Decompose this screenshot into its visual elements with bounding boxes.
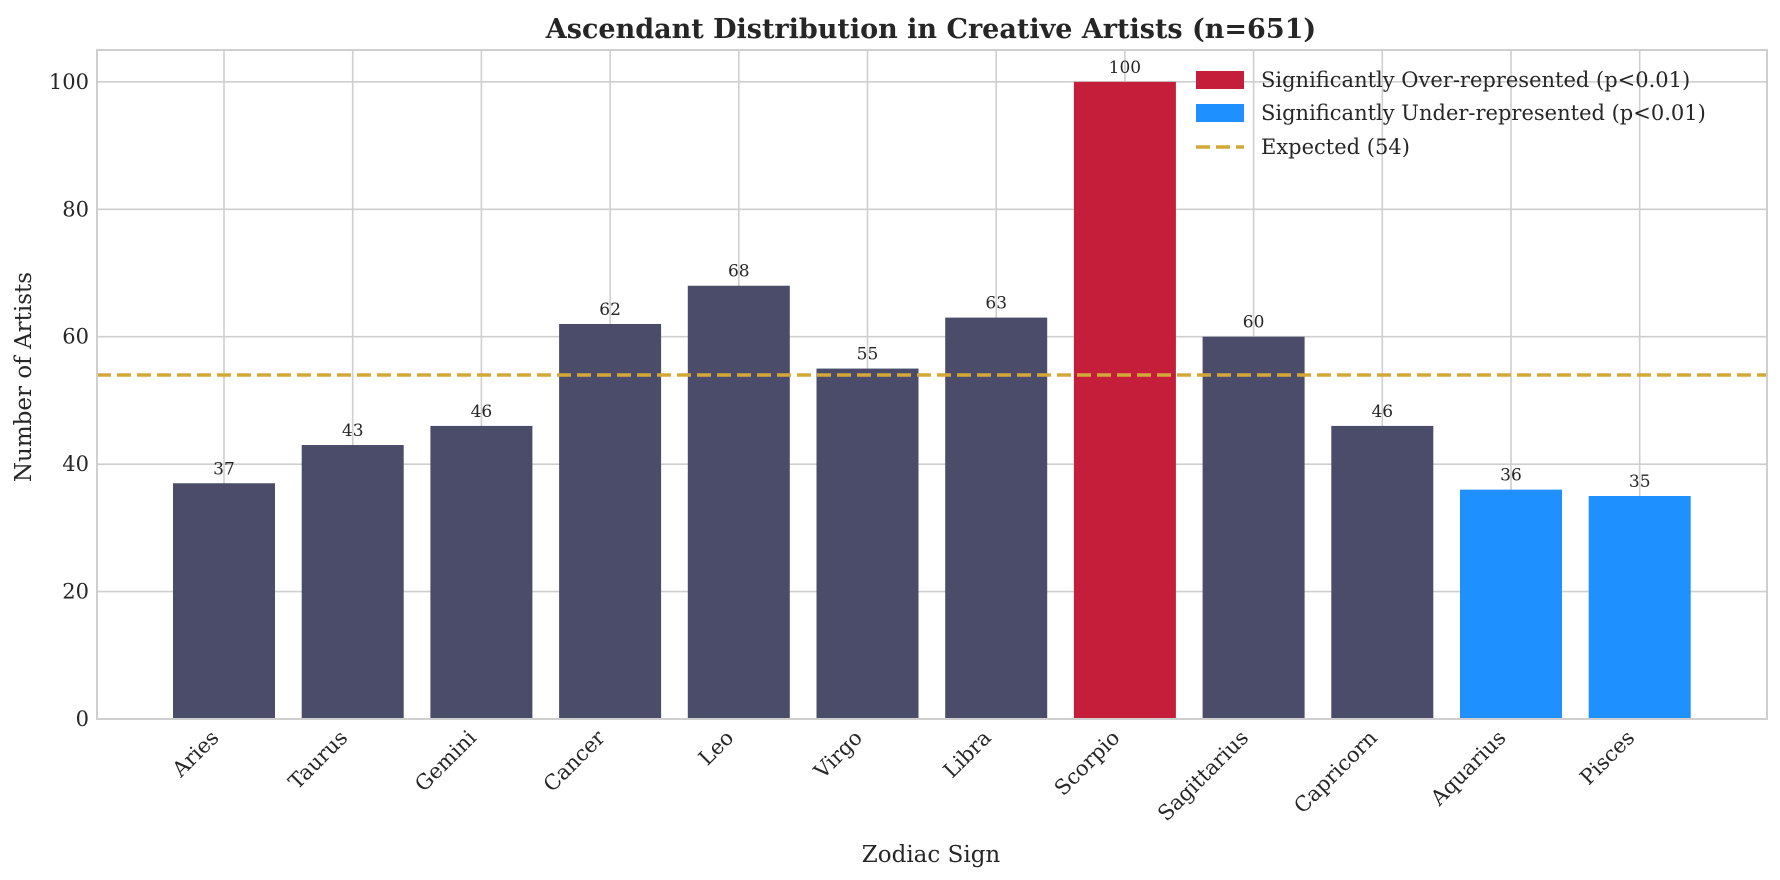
- bar-value-label: 100: [1109, 58, 1141, 78]
- bar-value-label: 62: [599, 300, 621, 320]
- bar-gemini: [430, 425, 533, 719]
- y-axis-ticks: 0 20 40 60 80 100: [49, 70, 89, 731]
- legend-swatch: [1196, 104, 1244, 122]
- x-tick-label: Sagittarius: [1153, 726, 1253, 826]
- y-tick-label: 0: [76, 707, 89, 731]
- bar-value-label: 55: [857, 345, 879, 365]
- bar-value-label: 63: [985, 294, 1007, 314]
- legend-swatch: [1196, 71, 1244, 89]
- x-tick-label: Leo: [694, 726, 739, 771]
- bar-value-label: 46: [1371, 402, 1393, 422]
- bar-cancer: [559, 323, 662, 719]
- plot-frame: [96, 49, 1768, 720]
- bar-value-label: 43: [342, 421, 364, 441]
- y-tick-label: 20: [62, 580, 89, 604]
- x-axis-ticks: Aries Taurus Gemini Cancer Leo Virgo Libra Scor…: [167, 725, 1639, 826]
- legend: Significantly Over-represented (p<0.01) S…: [1196, 68, 1706, 159]
- bar-value-label: 36: [1500, 466, 1522, 486]
- bar-value-label: 35: [1629, 472, 1651, 492]
- bar-value-label: 46: [471, 402, 493, 422]
- x-tick-label: Gemini: [410, 725, 481, 796]
- x-tick-label: Aries: [167, 726, 224, 783]
- x-tick-label: Libra: [939, 726, 996, 783]
- x-tick-label: Virgo: [809, 726, 867, 784]
- y-tick-label: 60: [62, 325, 89, 349]
- bar-virgo: [816, 368, 919, 719]
- x-tick-label: Taurus: [284, 726, 352, 794]
- bar-aries: [173, 483, 275, 719]
- legend-label: Significantly Under-represented (p<0.01): [1261, 101, 1706, 125]
- x-tick-label: Cancer: [539, 725, 611, 797]
- legend-label: Expected (54): [1261, 135, 1410, 159]
- chart-title: Ascendant Distribution in Creative Artis…: [545, 14, 1316, 45]
- bar-taurus: [301, 445, 404, 719]
- bar-value-label: 68: [728, 262, 750, 282]
- bar-leo: [687, 285, 790, 719]
- x-tick-label: Scorpio: [1050, 726, 1125, 801]
- bar-capricorn: [1331, 425, 1434, 719]
- x-tick-label: Aquarius: [1425, 726, 1510, 811]
- bar-aquarius: [1460, 489, 1562, 719]
- y-tick-label: 40: [62, 452, 89, 476]
- y-axis-label: Number of Artists: [11, 272, 37, 482]
- bars: 37 43 46 62 68 55 63 100 60 46 36 35: [173, 58, 1691, 720]
- y-tick-label: 100: [49, 70, 89, 94]
- x-tick-label: Pisces: [1575, 726, 1639, 790]
- bar-pisces: [1588, 496, 1691, 719]
- bar-scorpio: [1073, 81, 1176, 720]
- bar-libra: [945, 317, 1048, 719]
- x-axis-label: Zodiac Sign: [862, 842, 1001, 868]
- x-tick-label: Capricorn: [1289, 726, 1381, 818]
- bar-value-label: 60: [1243, 313, 1265, 333]
- y-tick-label: 80: [62, 197, 89, 221]
- bar-sagittarius: [1202, 336, 1305, 719]
- bar-value-label: 37: [213, 459, 235, 479]
- legend-label: Significantly Over-represented (p<0.01): [1261, 68, 1690, 92]
